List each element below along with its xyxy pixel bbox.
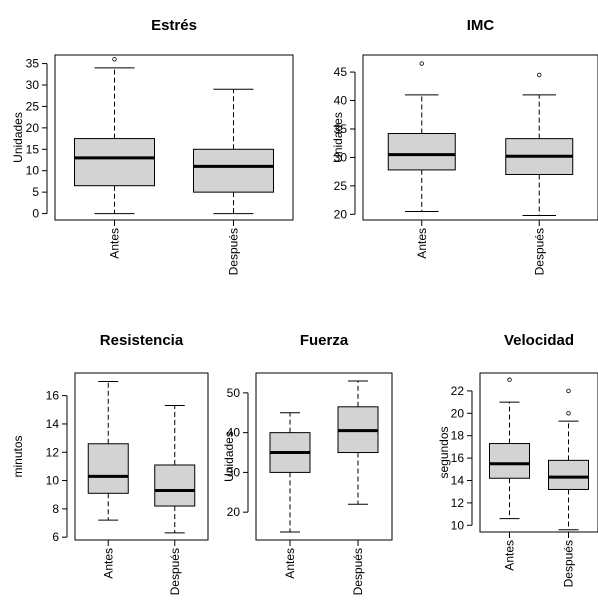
x-tick-label: Después <box>351 548 365 595</box>
panel-3: Fuerza Unidades 20 30 40 50 Antes Después <box>222 332 393 595</box>
y-axis-label: Unidades <box>331 112 345 163</box>
box-iqr <box>387 133 456 171</box>
y-tick-label: 25 <box>26 99 40 113</box>
box-después: Después <box>548 388 589 587</box>
y-tick-label: 14 <box>451 473 465 487</box>
box-iqr <box>74 138 155 187</box>
box-antes: Antes <box>87 380 129 579</box>
box-antes: Antes <box>74 57 155 259</box>
y-tick-label: 10 <box>26 164 40 178</box>
y-tick-label: 50 <box>227 386 241 400</box>
y-tick-label: 35 <box>334 122 348 136</box>
box-antes: Antes <box>269 412 311 579</box>
x-tick-label: Después <box>532 228 546 275</box>
y-tick-label: 15 <box>26 142 40 156</box>
y-tick-label: 16 <box>46 389 60 403</box>
y-tick-label: 10 <box>451 518 465 532</box>
chart-title: Resistencia <box>100 332 184 349</box>
x-tick-label: Después <box>227 228 241 275</box>
y-tick-label: 20 <box>451 406 465 420</box>
x-tick-label: Antes <box>108 228 122 259</box>
outlier-point <box>566 388 571 394</box>
y-tick-label: 25 <box>334 179 348 193</box>
y-axis-label: Unidades <box>222 431 236 482</box>
box-iqr <box>193 148 274 193</box>
plot-frame <box>74 372 209 541</box>
chart-title: Estrés <box>151 17 197 34</box>
box-antes: Antes <box>387 61 456 259</box>
plot-frame <box>362 54 598 221</box>
box-después: Después <box>337 380 379 595</box>
y-axis-label: Unidades <box>11 112 25 163</box>
y-tick-label: 12 <box>451 496 465 510</box>
panel-1: IMC Unidades 20 25 30 35 40 45 Antes Después <box>331 17 598 275</box>
plot-frame <box>479 372 598 533</box>
y-tick-label: 16 <box>451 451 465 465</box>
panel-4: Velocidad segundos 10 12 14 16 18 20 22 Antes Desp… <box>437 332 598 587</box>
box-iqr <box>154 464 196 507</box>
y-tick-label: 8 <box>52 502 59 516</box>
chart-title: Fuerza <box>300 332 349 349</box>
y-axis-label: segundos <box>437 426 451 478</box>
y-tick-label: 10 <box>46 474 60 488</box>
y-tick-label: 20 <box>334 207 348 221</box>
y-tick-label: 12 <box>46 445 60 459</box>
x-tick-label: Después <box>562 540 576 587</box>
y-tick-label: 5 <box>32 185 39 199</box>
y-tick-label: 20 <box>26 121 40 135</box>
y-tick-label: 40 <box>334 94 348 108</box>
plot-frame <box>54 54 294 221</box>
y-tick-label: 30 <box>26 78 40 92</box>
box-iqr <box>87 443 129 494</box>
x-tick-label: Antes <box>415 228 429 259</box>
box-después: Después <box>193 88 274 275</box>
outlier-point <box>537 72 542 78</box>
x-tick-label: Después <box>168 548 182 595</box>
box-iqr <box>489 443 530 479</box>
outlier-point <box>419 61 424 66</box>
y-tick-label: 18 <box>451 429 465 443</box>
plot-frame <box>255 372 393 541</box>
outlier-point <box>507 377 512 382</box>
outlier-point <box>112 57 117 62</box>
chart-title: Velocidad <box>504 332 574 349</box>
box-antes: Antes <box>489 377 530 571</box>
y-axis-label: minutos <box>11 435 25 477</box>
panel-2: Resistencia minutos 6 8 10 12 14 16 Antes Después <box>11 332 209 595</box>
y-tick-label: 45 <box>334 65 348 79</box>
y-tick-label: 30 <box>227 465 241 479</box>
box-iqr <box>548 459 589 490</box>
y-tick-label: 6 <box>52 530 59 544</box>
panel-0: Estrés Unidades 0 5 10 15 20 25 30 35 Antes Después <box>11 17 294 275</box>
y-tick-label: 20 <box>227 505 241 519</box>
x-tick-label: Antes <box>283 548 297 579</box>
y-tick-label: 30 <box>334 150 348 164</box>
y-tick-label: 0 <box>32 207 39 221</box>
chart-title: IMC <box>467 17 495 34</box>
y-tick-label: 40 <box>227 426 241 440</box>
x-tick-label: Antes <box>503 540 517 571</box>
y-tick-label: 14 <box>46 417 60 431</box>
y-tick-label: 22 <box>451 384 465 398</box>
box-después: Después <box>154 405 196 595</box>
x-tick-label: Antes <box>101 548 115 579</box>
box-después: Después <box>505 72 574 275</box>
outlier-point <box>566 411 571 416</box>
y-tick-label: 35 <box>26 57 40 71</box>
